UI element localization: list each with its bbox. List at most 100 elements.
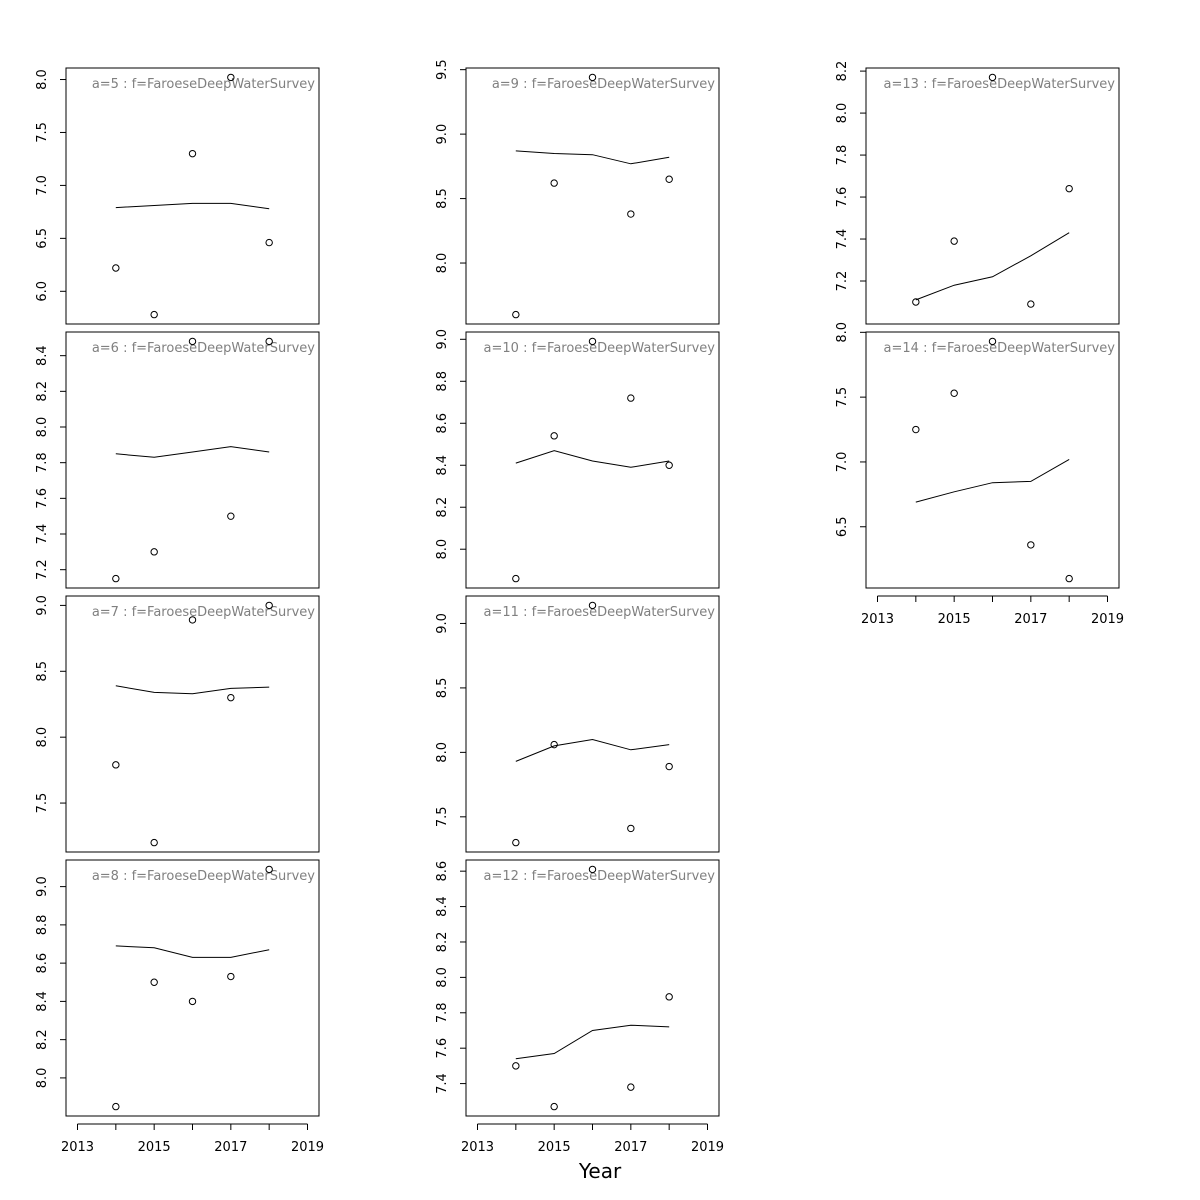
observed-point: [550, 740, 558, 749]
y-tick-label: 7.2: [835, 271, 850, 292]
chart-panel: a=14 : f=FaroeseDeepWaterSurvey 6.5 7.0 7.5…: [835, 322, 1124, 627]
panel-frame: [65, 595, 320, 853]
panel-title: a=12 : f=FaroeseDeepWaterSurvey: [484, 869, 716, 884]
fitted-line: [515, 738, 670, 762]
observed-point: [150, 838, 158, 847]
observed-point: [512, 838, 520, 847]
observed-point: [988, 73, 997, 82]
chart-panel: a=8 : f=FaroeseDeepWaterSurvey 8.0 8.2 8.4 8…: [35, 859, 324, 1155]
observed-point: [627, 394, 635, 402]
y-tick-label: 8.0: [435, 539, 450, 560]
y-tick-label: 8.5: [435, 678, 450, 699]
y-tick-label: 8.4: [35, 991, 50, 1012]
observed-point: [227, 512, 235, 520]
fitted-line: [515, 150, 670, 165]
y-tick-label: 8.2: [35, 1029, 50, 1050]
observed-point: [512, 310, 520, 319]
observed-point: [588, 601, 597, 610]
observed-point: [588, 337, 597, 346]
panel-frame: [865, 67, 1120, 325]
x-tick-label: 2013: [61, 1140, 94, 1155]
panel-title: a=9 : f=FaroeseDeepWaterSurvey: [492, 77, 715, 92]
y-tick-label: 8.6: [35, 953, 50, 974]
fitted-line: [115, 446, 270, 458]
y-tick-label: 7.4: [435, 1073, 450, 1094]
y-tick-label: 7.6: [435, 1038, 450, 1059]
y-tick-label: 7.6: [35, 488, 50, 509]
observed-point: [912, 298, 920, 306]
y-tick-label: 7.4: [835, 229, 850, 250]
observed-point: [112, 264, 120, 272]
observed-point: [188, 337, 197, 346]
panel-frame: [465, 67, 720, 325]
y-tick-label: 6.5: [835, 516, 850, 537]
x-tick-label: 2017: [614, 1140, 647, 1155]
observed-point: [627, 824, 635, 833]
y-tick-label: 9.0: [435, 613, 450, 634]
chart-panel: a=12 : f=FaroeseDeepWaterSurvey 7.4 7.6 7.8…: [435, 859, 724, 1155]
x-tick-label: 2015: [938, 612, 971, 627]
fitted-line: [115, 945, 270, 958]
panel-frame: [65, 331, 320, 589]
observed-point: [112, 574, 120, 583]
observed-point: [988, 337, 997, 346]
observed-point: [512, 1062, 520, 1070]
y-tick-label: 7.0: [835, 452, 850, 473]
observed-point: [150, 978, 158, 986]
panel-frame: [865, 331, 1120, 589]
chart-panel: a=10 : f=FaroeseDeepWaterSurvey 8.0 8.2 8.4…: [435, 329, 720, 589]
observed-point: [265, 337, 273, 346]
fitted-line: [115, 202, 270, 210]
panel-title: a=13 : f=FaroeseDeepWaterSurvey: [884, 77, 1116, 92]
observed-point: [950, 389, 958, 397]
panel-frame: [465, 331, 720, 589]
y-tick-label: 9.0: [35, 876, 50, 897]
y-tick-label: 8.2: [435, 932, 450, 953]
panel-title: a=8 : f=FaroeseDeepWaterSurvey: [92, 869, 315, 884]
chart-panel: a=7 : f=FaroeseDeepWaterSurvey 7.5 8.0 8.5 9…: [35, 595, 320, 853]
x-tick-label: 2019: [291, 1140, 324, 1155]
observed-point: [1027, 300, 1035, 308]
y-tick-label: 8.0: [835, 103, 850, 124]
observed-point: [512, 574, 520, 583]
fitted-line: [915, 458, 1070, 503]
panel-title: a=10 : f=FaroeseDeepWaterSurvey: [484, 341, 716, 356]
observed-point: [550, 179, 558, 187]
observed-point: [150, 548, 158, 556]
chart-panel: a=5 : f=FaroeseDeepWaterSurvey 6.0 6.5 7.0 7…: [35, 67, 320, 325]
chart-panel: a=13 : f=FaroeseDeepWaterSurvey 7.2 7.4 7.6…: [835, 61, 1120, 325]
y-tick-label: 7.8: [835, 145, 850, 166]
y-tick-label: 8.0: [435, 742, 450, 763]
observed-point: [1027, 541, 1035, 549]
observed-point: [150, 310, 158, 319]
y-tick-label: 8.0: [35, 417, 50, 438]
observed-point: [665, 175, 673, 183]
x-tick-label: 2015: [138, 1140, 171, 1155]
y-tick-label: 8.2: [835, 61, 850, 82]
panel-frame: [465, 859, 720, 1117]
y-tick-label: 8.8: [435, 371, 450, 392]
observed-point: [112, 1102, 120, 1111]
y-tick-label: 8.8: [35, 915, 50, 936]
y-tick-label: 8.0: [435, 967, 450, 988]
y-tick-label: 9.0: [435, 124, 450, 145]
y-tick-label: 8.2: [35, 381, 50, 402]
panel-title: a=11 : f=FaroeseDeepWaterSurvey: [484, 605, 716, 620]
y-tick-label: 8.6: [435, 861, 450, 882]
panel-frame: [465, 595, 720, 853]
y-tick-label: 8.0: [435, 253, 450, 274]
x-tick-label: 2019: [1091, 612, 1124, 627]
y-tick-label: 7.5: [35, 122, 50, 143]
x-tick-label: 2017: [214, 1140, 247, 1155]
y-tick-label: 8.2: [435, 497, 450, 518]
observed-point: [950, 237, 958, 245]
observed-point: [665, 993, 673, 1001]
observed-point: [265, 601, 273, 610]
observed-point: [1065, 574, 1073, 583]
observed-point: [550, 432, 558, 440]
y-tick-label: 7.2: [35, 559, 50, 580]
y-tick-label: 8.0: [35, 69, 50, 90]
observed-point: [627, 210, 635, 218]
panel-title: a=6 : f=FaroeseDeepWaterSurvey: [92, 341, 315, 356]
y-tick-label: 9.5: [435, 59, 450, 80]
